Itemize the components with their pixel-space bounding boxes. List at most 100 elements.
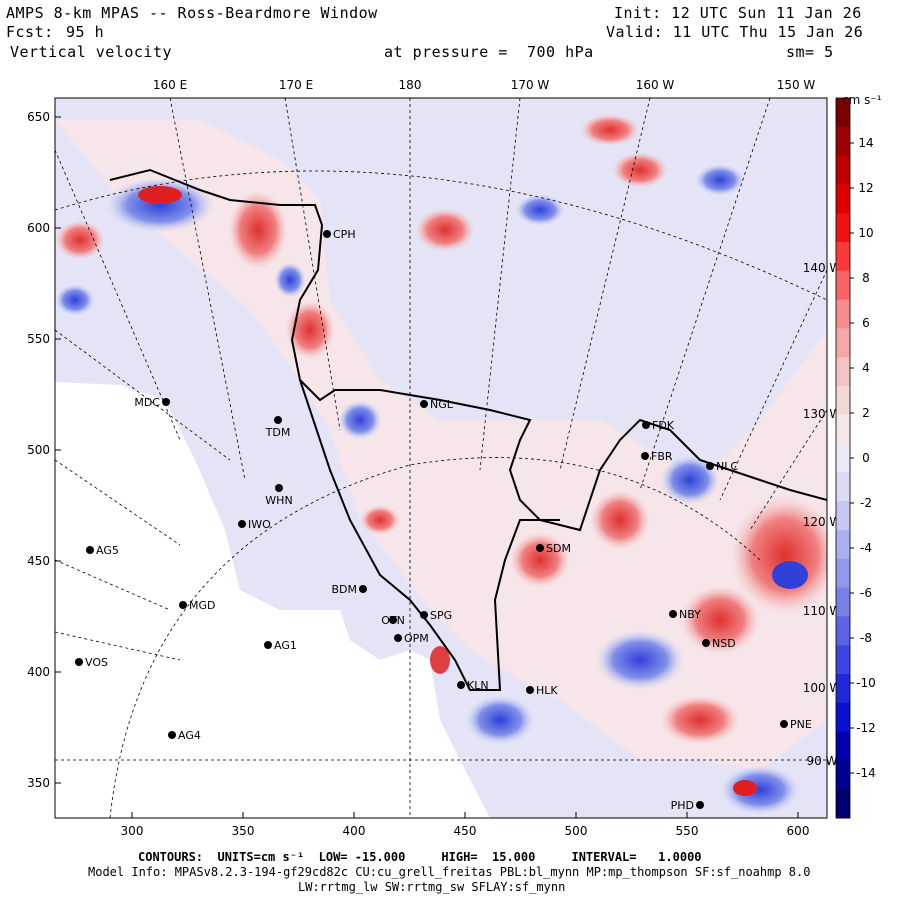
station-sdm: SDM (536, 542, 571, 555)
station-dot (264, 641, 272, 649)
colorbar-swatch (836, 702, 850, 733)
lon-label-top: 180 (399, 78, 422, 92)
colorbar-swatch (836, 587, 850, 617)
station-dot (696, 801, 704, 809)
lon-label-edge: 120 W (803, 515, 842, 529)
colorbar-swatch (836, 386, 850, 416)
station-dot (526, 686, 534, 694)
colorbar-swatch (836, 558, 850, 589)
station-mgd: MGD (179, 599, 216, 612)
station-label: NGL (430, 398, 454, 411)
lon-label-top: 160 E (153, 78, 187, 92)
station-label: HLK (536, 684, 558, 697)
station-fdk: FDK (642, 419, 675, 432)
station-dot (457, 681, 465, 689)
smoothing: sm= 5 (786, 43, 834, 61)
plot-title: AMPS 8-km MPAS -- Ross-Beardmore Window (6, 4, 378, 22)
station-dot (642, 421, 650, 429)
colorbar-swatch (836, 98, 850, 128)
station-label: OTN (381, 614, 405, 627)
station-label: PHD (671, 799, 694, 812)
colorbar-tick-label: 10 (858, 226, 873, 240)
y-tick-label: 650 (27, 110, 50, 124)
station-pne: PNE (780, 718, 812, 731)
map-field (55, 98, 827, 818)
station-dot (86, 546, 94, 554)
x-tick-label: 300 (121, 824, 144, 838)
valid-time: Valid: 11 UTC Thu 15 Jan 26 (606, 23, 864, 41)
station-bdm: BDM (331, 583, 367, 596)
station-opm: OPM (394, 632, 429, 645)
station-hlk: HLK (526, 684, 558, 697)
colorbar-units: cm s⁻¹ (842, 93, 882, 107)
station-dot (394, 634, 402, 642)
station-dot (420, 611, 428, 619)
colorbar-tick-label: -10 (856, 676, 876, 690)
station-cph: CPH (323, 228, 356, 241)
station-markers: CPHNGLMDCTDMWHNIWOAG5MGDAG1VOSAG4BDMSPGO… (75, 228, 812, 812)
station-dot (641, 452, 649, 460)
x-tick-label: 450 (454, 824, 477, 838)
colorbar-swatch (836, 328, 850, 358)
station-otn: OTN (381, 614, 405, 627)
lon-label-edge: 90 W (807, 754, 838, 768)
station-label: FDK (652, 419, 675, 432)
x-tick-label: 400 (343, 824, 366, 838)
plateau-mask (55, 382, 490, 818)
colorbar-tick-label: 6 (862, 316, 870, 330)
station-nsd: NSD (702, 637, 736, 650)
ross-ice-shelf-tint (55, 120, 827, 770)
station-ag1: AG1 (264, 639, 297, 652)
station-nby: NBY (669, 608, 701, 621)
station-label: KLN (467, 679, 489, 692)
station-spg: SPG (420, 609, 452, 622)
lon-label-top: 170 E (279, 78, 313, 92)
station-tdm: TDM (265, 416, 290, 439)
lon-label-edge: 110 W (803, 604, 842, 618)
coastline (109, 168, 827, 691)
station-dot (536, 544, 544, 552)
colorbar-swatch (836, 501, 850, 531)
colorbar-tick-label: -2 (860, 496, 872, 510)
colorbar-tick-label: 4 (862, 361, 870, 375)
station-vos: VOS (75, 656, 108, 669)
y-tick-label: 400 (27, 665, 50, 679)
station-dot (359, 585, 367, 593)
colorbar-swatch (836, 184, 850, 214)
station-iwo: IWO (238, 518, 271, 531)
y-tick-label: 600 (27, 221, 50, 235)
colorbar-swatch (836, 674, 850, 704)
y-tick-label: 550 (27, 332, 50, 346)
colorbar-swatch (836, 443, 850, 473)
longitude-labels-edge: 140 W 130 W 120 W 110 W 100 W 90 W (803, 261, 842, 768)
colorbar-swatch (836, 414, 850, 445)
station-label: NLC (716, 460, 738, 473)
station-kln: KLN (457, 679, 489, 692)
station-label: FBR (651, 450, 673, 463)
colorbar-swatch (836, 789, 850, 819)
station-ngl: NGL (420, 398, 454, 411)
colorbar-swatch (836, 616, 850, 646)
forecast-label: Fcst: (6, 23, 54, 41)
station-ag5: AG5 (86, 544, 119, 557)
colorbar: 14 12 10 8 6 4 2 0 -2 -4 -6 -8 -10 -12 -14 (835, 97, 876, 819)
station-label: AG5 (96, 544, 119, 557)
lon-label-top: 160 W (636, 78, 675, 92)
station-dot (168, 731, 176, 739)
station-label: SDM (546, 542, 571, 555)
station-dot (238, 520, 246, 528)
station-whn: WHN (265, 484, 293, 507)
colorbar-swatch (836, 242, 850, 272)
colorbar-swatch (836, 645, 850, 675)
forecast-hours: 95 h (66, 23, 105, 41)
model-info: Model Info: MPASv8.2.3-194-gf29cd82c CU:… (88, 865, 811, 879)
station-label: BDM (331, 583, 357, 596)
x-axis: 300 350 400 450 500 550 600 (121, 812, 810, 838)
contour-info: CONTOURS: UNITS=cm s⁻¹ LOW= -15.000 HIGH… (138, 850, 702, 864)
station-label: CPH (333, 228, 356, 241)
station-dot (669, 610, 677, 618)
colorbar-swatch (836, 530, 850, 560)
colorbar-tick-label: 14 (858, 136, 873, 150)
colorbar-tick-label: 12 (858, 181, 873, 195)
x-tick-label: 600 (787, 824, 810, 838)
